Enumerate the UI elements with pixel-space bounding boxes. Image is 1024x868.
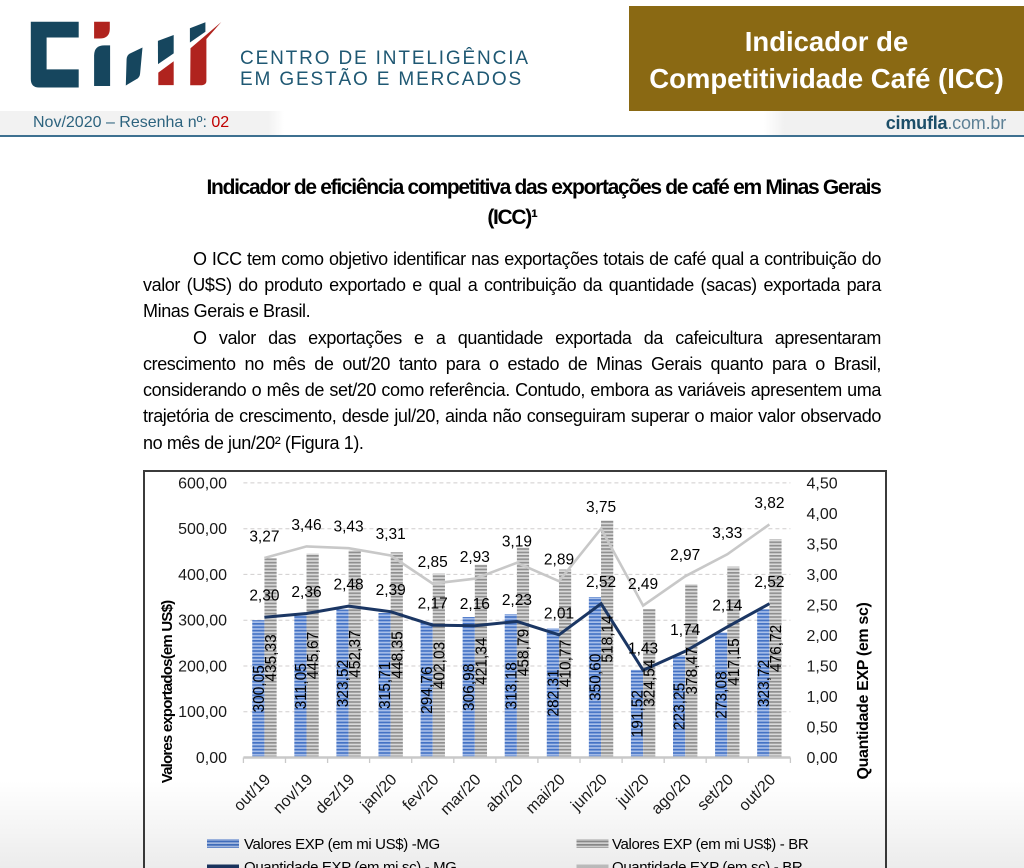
svg-text:600,00: 600,00 xyxy=(178,475,227,492)
svg-text:3,46: 3,46 xyxy=(291,517,321,534)
svg-text:2,93: 2,93 xyxy=(460,549,490,566)
svg-text:3,27: 3,27 xyxy=(249,529,279,546)
svg-text:2,14: 2,14 xyxy=(712,597,743,614)
svg-text:2,97: 2,97 xyxy=(670,547,700,564)
svg-text:452,37: 452,37 xyxy=(347,630,364,677)
svg-text:435,33: 435,33 xyxy=(263,634,280,681)
svg-text:500,00: 500,00 xyxy=(178,521,227,538)
svg-text:3,43: 3,43 xyxy=(334,519,364,536)
svg-text:2,49: 2,49 xyxy=(628,576,658,593)
svg-text:273,08: 273,08 xyxy=(714,671,731,718)
svg-text:3,82: 3,82 xyxy=(754,495,784,512)
svg-text:Valores EXP (em mi US$) - BR: Valores EXP (em mi US$) - BR xyxy=(612,836,809,853)
svg-text:3,19: 3,19 xyxy=(502,533,532,550)
svg-text:402,03: 402,03 xyxy=(431,642,448,689)
svg-text:350,60: 350,60 xyxy=(588,653,605,701)
svg-text:448,35: 448,35 xyxy=(389,631,406,678)
svg-text:421,34: 421,34 xyxy=(473,637,490,685)
svg-text:Quantidade EXP (em sc): Quantidade EXP (em sc) xyxy=(855,603,872,780)
svg-text:3,50: 3,50 xyxy=(807,536,838,553)
svg-text:2,50: 2,50 xyxy=(807,597,838,614)
svg-text:400,00: 400,00 xyxy=(178,567,227,584)
svg-text:2,01: 2,01 xyxy=(544,605,574,622)
svg-text:2,89: 2,89 xyxy=(544,552,574,569)
svg-text:2,36: 2,36 xyxy=(291,584,321,601)
svg-text:282,31: 282,31 xyxy=(545,669,562,716)
svg-text:417,15: 417,15 xyxy=(726,638,743,685)
svg-text:323,52: 323,52 xyxy=(335,660,352,707)
svg-text:100,00: 100,00 xyxy=(178,704,227,721)
svg-text:323,72: 323,72 xyxy=(756,660,773,707)
svg-text:3,31: 3,31 xyxy=(376,526,406,543)
svg-text:313,18: 313,18 xyxy=(503,662,520,709)
svg-text:1,74: 1,74 xyxy=(670,622,701,639)
svg-text:3,00: 3,00 xyxy=(807,567,838,584)
svg-text:2,23: 2,23 xyxy=(502,592,532,609)
svg-text:2,85: 2,85 xyxy=(418,554,448,571)
svg-text:306,98: 306,98 xyxy=(461,664,478,711)
svg-text:300,05: 300,05 xyxy=(251,665,268,712)
svg-text:191,52: 191,52 xyxy=(630,690,647,737)
svg-text:1,00: 1,00 xyxy=(807,689,838,706)
svg-text:Quantidade EXP (em sc) - BR: Quantidade EXP (em sc) - BR xyxy=(612,859,803,868)
svg-text:476,72: 476,72 xyxy=(768,625,785,672)
svg-text:518,14: 518,14 xyxy=(600,615,617,663)
svg-text:2,39: 2,39 xyxy=(376,582,406,599)
svg-text:2,30: 2,30 xyxy=(249,588,280,605)
svg-text:294,76: 294,76 xyxy=(419,666,436,713)
svg-text:Valores exportados(em US$): Valores exportados(em US$) xyxy=(159,600,176,783)
svg-text:0,50: 0,50 xyxy=(807,720,838,737)
svg-text:311,05: 311,05 xyxy=(293,663,310,709)
svg-text:3,33: 3,33 xyxy=(712,525,742,542)
svg-text:1,43: 1,43 xyxy=(628,641,658,658)
svg-text:0,00: 0,00 xyxy=(807,750,838,767)
svg-text:300,00: 300,00 xyxy=(178,613,227,630)
svg-text:2,16: 2,16 xyxy=(460,596,490,613)
svg-text:445,67: 445,67 xyxy=(305,632,322,679)
svg-text:324,54: 324,54 xyxy=(642,659,659,707)
svg-text:410,77: 410,77 xyxy=(558,640,575,687)
svg-text:2,17: 2,17 xyxy=(418,596,448,613)
svg-text:200,00: 200,00 xyxy=(178,659,227,676)
svg-text:315,71: 315,71 xyxy=(377,662,394,709)
svg-text:4,00: 4,00 xyxy=(807,506,838,523)
svg-text:4,50: 4,50 xyxy=(807,475,838,492)
svg-text:1,50: 1,50 xyxy=(807,659,838,676)
svg-text:2,52: 2,52 xyxy=(586,574,616,591)
svg-text:0,00: 0,00 xyxy=(196,750,227,767)
svg-text:223,25: 223,25 xyxy=(672,683,689,730)
svg-text:458,79: 458,79 xyxy=(516,629,533,676)
svg-text:Valores EXP (em mi US$) -MG: Valores EXP (em mi US$) -MG xyxy=(244,836,440,853)
svg-text:378,47: 378,47 xyxy=(684,647,701,694)
svg-text:Quantidade EXP (em mi sc) - MG: Quantidade EXP (em mi sc) - MG xyxy=(244,859,457,868)
svg-text:2,48: 2,48 xyxy=(334,577,364,594)
svg-text:2,52: 2,52 xyxy=(754,574,784,591)
svg-text:3,75: 3,75 xyxy=(586,499,616,516)
svg-text:2,00: 2,00 xyxy=(807,628,838,645)
